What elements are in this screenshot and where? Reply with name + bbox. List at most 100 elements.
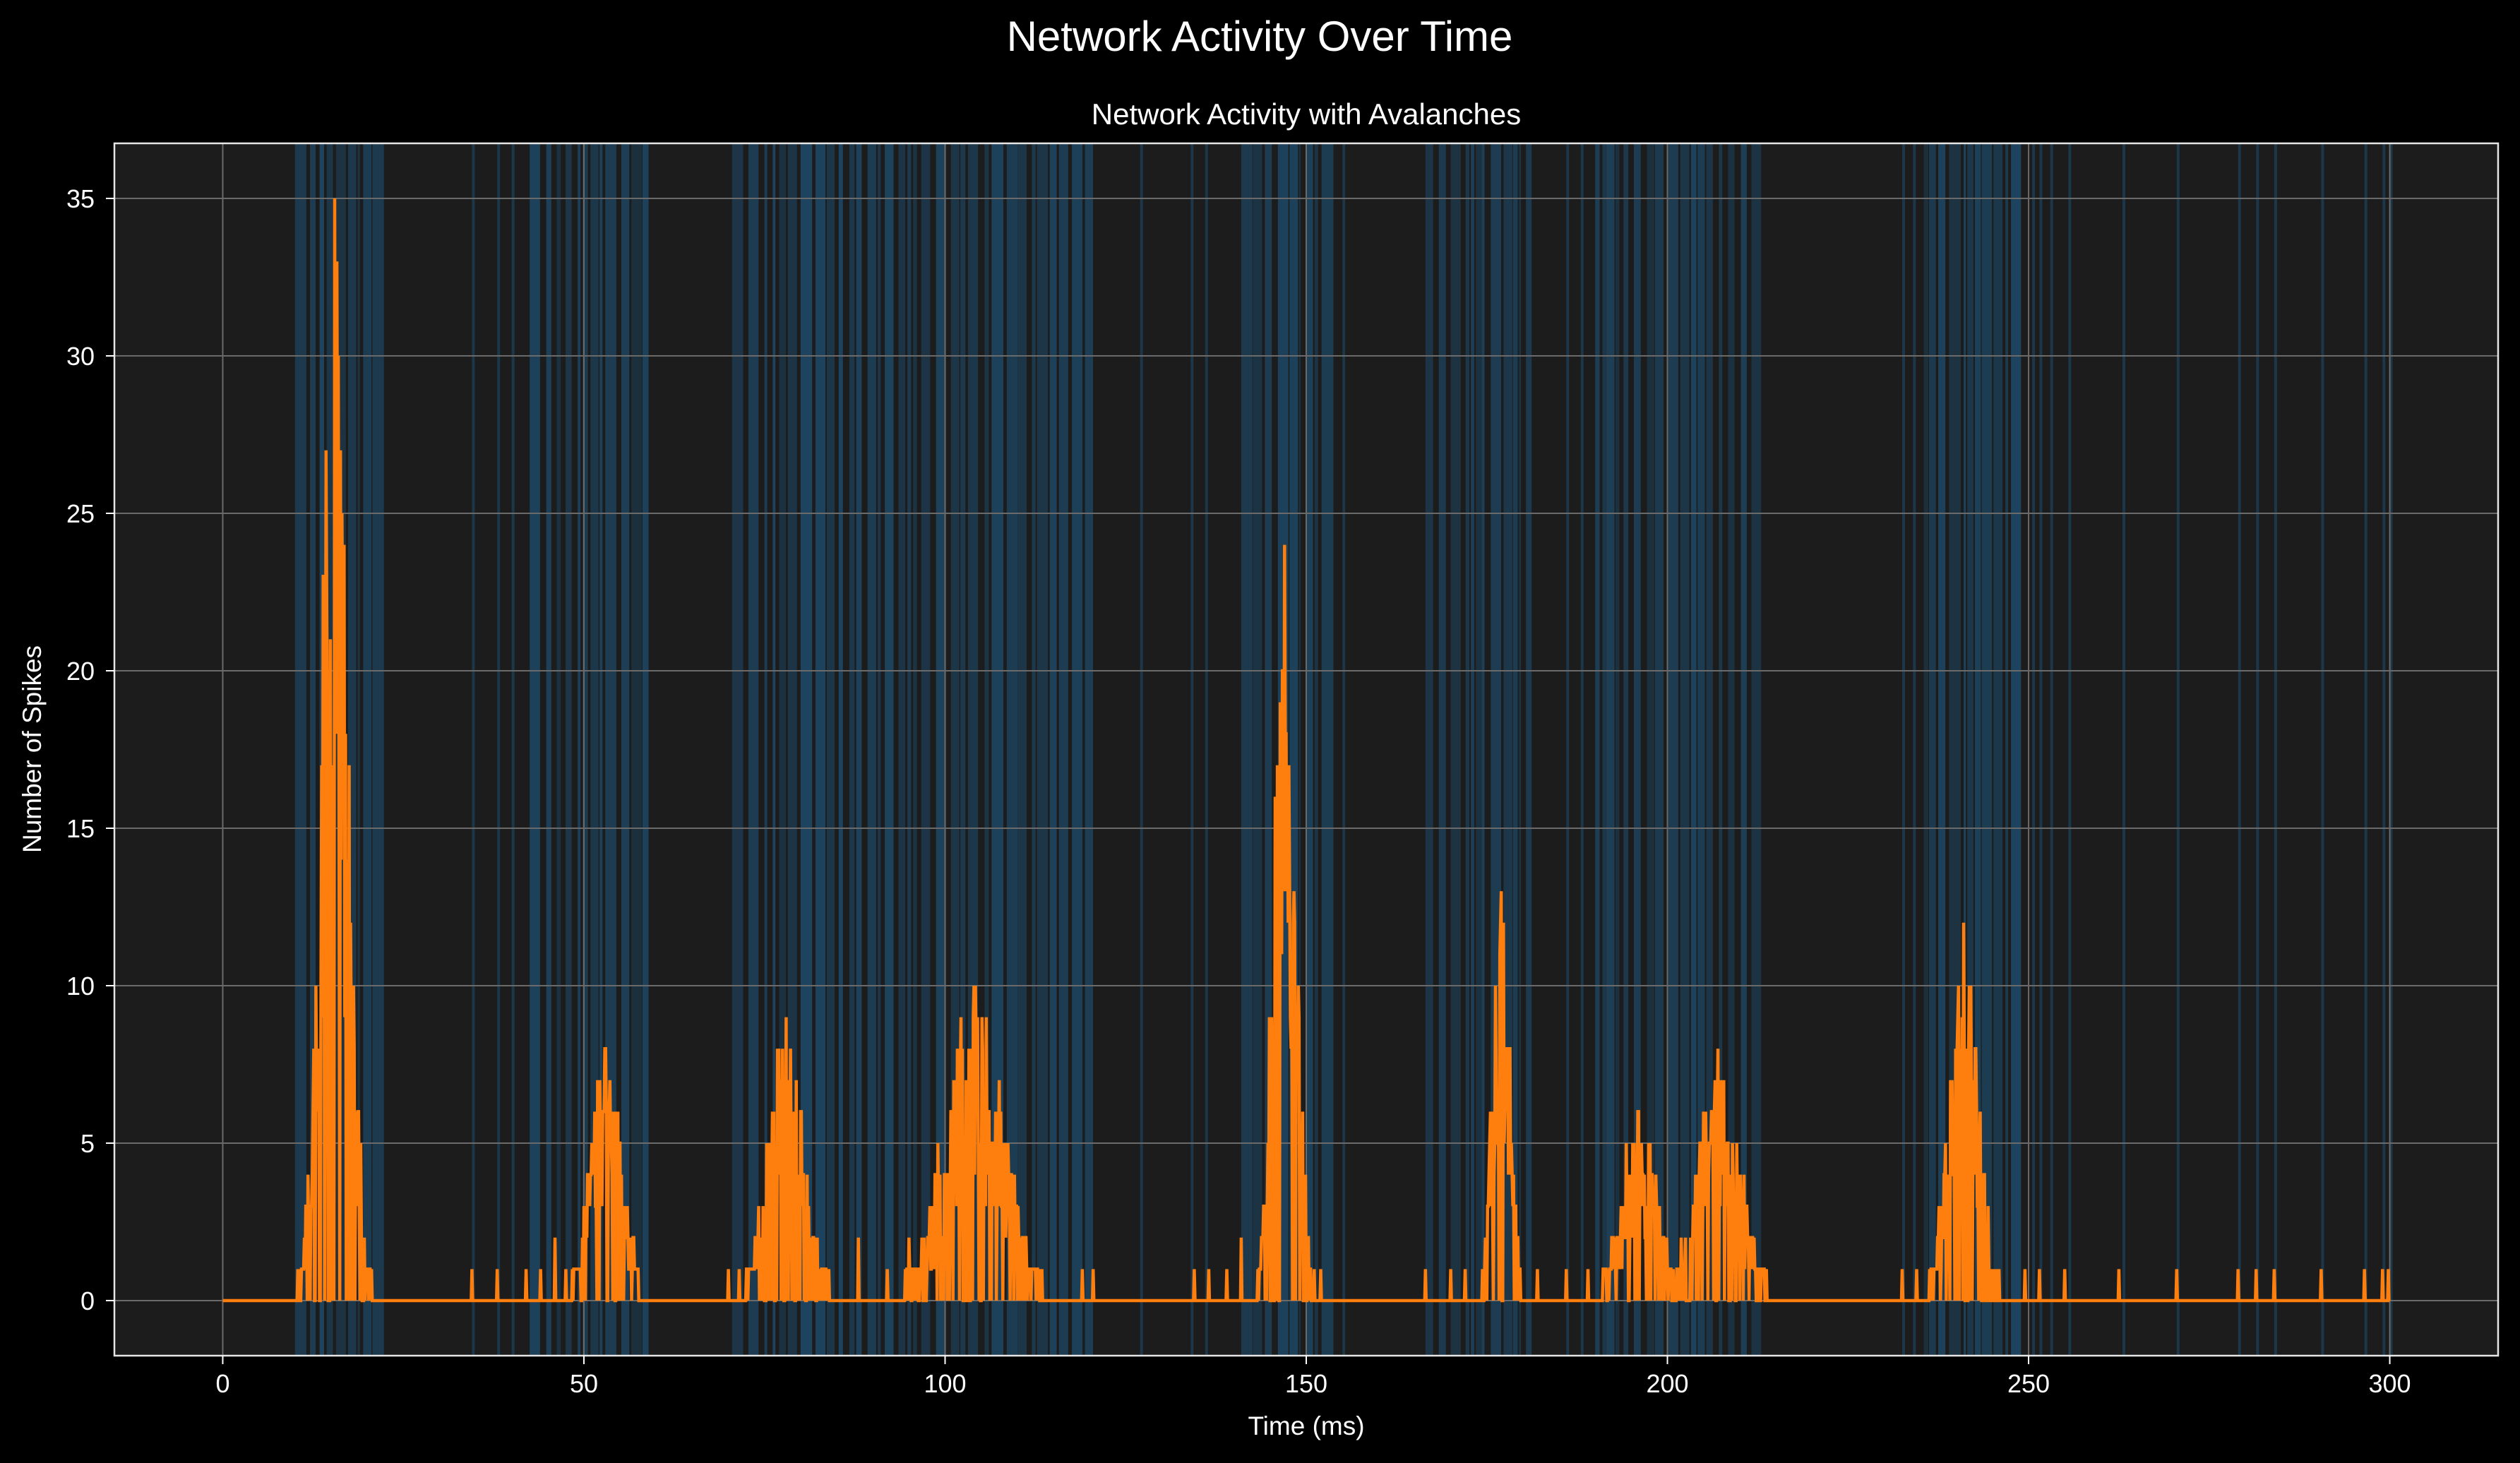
avalanche-band [1438,143,1446,1356]
avalanche-band [878,143,881,1356]
avalanche-band [1602,143,1606,1356]
avalanche-band [1321,143,1334,1356]
avalanche-band [1032,143,1036,1356]
avalanche-band [1623,143,1629,1356]
avalanche-band [984,143,989,1356]
avalanche-band [921,143,931,1356]
y-tick-label: 0 [80,1286,95,1315]
avalanche-band [2122,143,2125,1356]
avalanche-band [867,143,876,1356]
avalanche-band [779,143,786,1356]
x-axis-label: Time (ms) [1248,1411,1364,1440]
avalanche-band [511,143,515,1356]
avalanche-band [1751,143,1762,1356]
avalanche-band [1697,143,1705,1356]
y-tick-label: 5 [80,1129,95,1158]
avalanche-band [731,143,744,1356]
avalanche-band [1481,143,1485,1356]
avalanche-band [856,143,862,1356]
avalanche-band [1314,143,1318,1356]
grid-lines [114,143,2498,1356]
avalanche-band [578,143,580,1356]
avalanche-band [913,143,917,1356]
avalanche-band [2176,143,2180,1356]
avalanche-band [1938,143,1946,1356]
avalanche-band [1265,143,1272,1356]
avalanche-band [583,143,588,1356]
avalanche-band [838,143,843,1356]
y-tick-label: 35 [66,184,95,213]
avalanche-band [1964,143,1966,1356]
avalanche-band [1190,143,1194,1356]
avalanche-band [357,143,360,1356]
avalanche-band [2274,143,2277,1356]
avalanche-band [1306,143,1313,1356]
x-tick-label: 0 [215,1369,229,1398]
avalanche-band [1616,143,1620,1356]
avalanche-band [497,143,501,1356]
avalanche-band [1902,143,1905,1356]
avalanche-band [1975,143,1981,1356]
avalanche-band [2256,143,2259,1356]
avalanche-band [1566,143,1570,1356]
avalanche-band [1680,143,1690,1356]
y-tick-label: 25 [66,499,95,528]
avalanche-band [605,143,616,1356]
avalanche-band [764,143,768,1356]
avalanche-band [1450,143,1461,1356]
avalanche-band [1471,143,1474,1356]
avalanche-band [1740,143,1747,1356]
avalanche-band [815,143,825,1356]
avalanche-band [1465,143,1469,1356]
axis-ticks: 0 50 100 150 200 250 300 0 5 10 15 20 25 30 35 [66,184,2411,1398]
avalanche-band [1140,143,1143,1356]
avalanche-band [960,143,966,1356]
avalanche-band [2032,143,2036,1356]
avalanche-band [2238,143,2241,1356]
avalanche-band [1476,143,1481,1356]
avalanche-band [800,143,813,1356]
avalanche-band [907,143,912,1356]
avalanche-band [1049,143,1057,1356]
avalanche-band [1241,143,1253,1356]
chart-title: Network Activity with Avalanches [1092,97,1522,131]
avalanche-band [1342,143,1346,1356]
avalanche-band [849,143,855,1356]
avalanche-band [1929,143,1936,1356]
avalanche-band [1981,143,1993,1356]
avalanche-band [363,143,372,1356]
avalanche-band [1298,143,1301,1356]
avalanche-band [556,143,561,1356]
avalanche-band [1647,143,1654,1356]
avalanche-band [991,143,1003,1356]
avalanche-band [1606,143,1615,1356]
avalanche-band [1512,143,1518,1356]
x-tick-label: 150 [1285,1369,1327,1398]
avalanche-band [1017,143,1027,1356]
avalanche-band [599,143,603,1356]
avalanche-band [2364,143,2367,1356]
avalanche-band [566,143,572,1356]
avalanche-bands [294,143,2393,1356]
avalanche-band [1634,143,1641,1356]
avalanche-band [348,143,357,1356]
y-tick-label: 10 [66,972,95,1001]
avalanche-band [1526,143,1532,1356]
avalanche-band [310,143,316,1356]
avalanche-band [1993,143,2003,1356]
avalanche-band [1037,143,1049,1356]
spike-series [222,198,2391,1303]
avalanche-band [1085,143,1093,1356]
x-tick-label: 100 [924,1369,966,1398]
y-tick-label: 30 [66,342,95,371]
y-tick-label: 15 [66,814,95,843]
avalanche-band [2389,143,2393,1356]
x-tick-label: 50 [570,1369,598,1398]
x-tick-label: 200 [1646,1369,1688,1398]
y-axis-label: Number of Spikes [18,645,47,853]
avalanche-band [2068,143,2072,1356]
avalanche-band [1967,143,1973,1356]
avalanche-band [772,143,776,1356]
avalanche-band [1728,143,1735,1356]
